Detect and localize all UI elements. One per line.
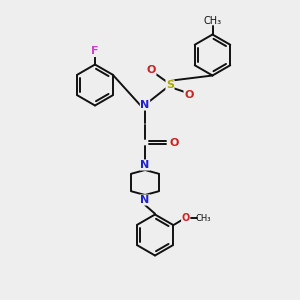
Text: CH₃: CH₃ xyxy=(203,16,222,26)
Text: CH₃: CH₃ xyxy=(196,214,211,223)
Text: O: O xyxy=(184,90,194,100)
Text: N: N xyxy=(140,160,150,170)
Text: N: N xyxy=(140,100,150,110)
Text: S: S xyxy=(166,80,174,90)
Text: O: O xyxy=(170,137,179,148)
Text: O: O xyxy=(182,213,190,223)
Text: F: F xyxy=(91,46,99,56)
Text: O: O xyxy=(147,65,156,75)
Text: N: N xyxy=(140,195,150,205)
